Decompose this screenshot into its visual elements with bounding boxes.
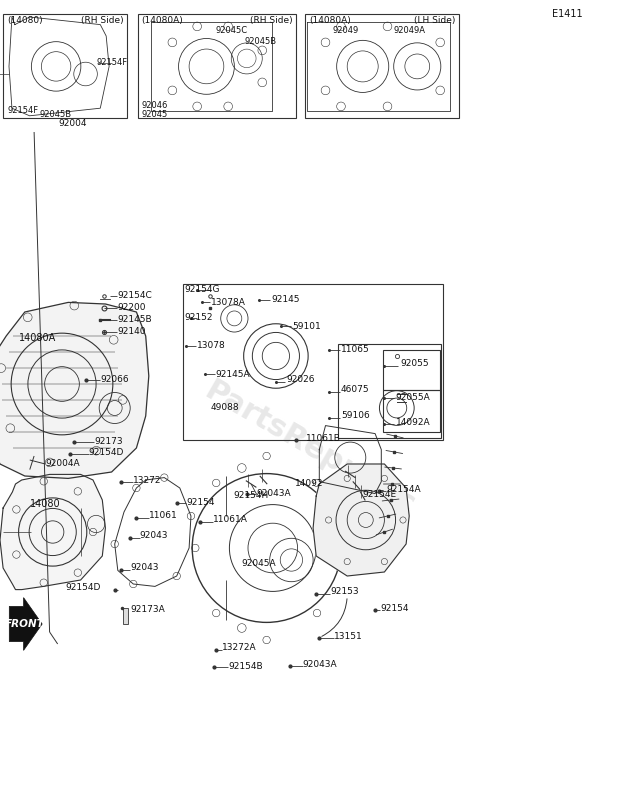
Text: 92152: 92152 — [185, 313, 213, 322]
Text: 14092A: 14092A — [396, 418, 430, 427]
Text: 92043A: 92043A — [256, 489, 291, 498]
Text: 92154: 92154 — [186, 498, 215, 507]
Text: 11061: 11061 — [149, 511, 177, 521]
Text: 92154D: 92154D — [89, 448, 124, 458]
Polygon shape — [313, 464, 409, 576]
Bar — [123, 608, 128, 624]
Text: 11065: 11065 — [341, 345, 370, 354]
Text: 92154F: 92154F — [96, 58, 127, 67]
Text: (14080A): (14080A) — [141, 15, 183, 25]
Text: 92045B: 92045B — [245, 37, 277, 46]
Text: 92145B: 92145B — [117, 314, 152, 324]
Text: 92154D: 92154D — [65, 583, 100, 593]
Text: 92154C: 92154C — [117, 290, 152, 300]
Text: 11061A: 11061A — [213, 515, 247, 525]
Text: 49088: 49088 — [211, 403, 239, 413]
Bar — [305, 14, 459, 118]
Text: 14092: 14092 — [294, 479, 323, 489]
Text: 13078: 13078 — [197, 341, 226, 350]
Text: 92049A: 92049A — [394, 26, 426, 35]
Text: 92004A: 92004A — [45, 459, 80, 469]
Text: 92049: 92049 — [332, 26, 358, 35]
Text: PartsRepublic: PartsRepublic — [200, 376, 420, 520]
Text: 92154E: 92154E — [363, 490, 397, 499]
Bar — [3, 14, 127, 118]
Text: 11061B: 11061B — [306, 434, 340, 443]
Text: 92154A: 92154A — [386, 485, 421, 494]
Text: 92154G: 92154G — [185, 285, 220, 294]
Text: 13078A: 13078A — [211, 298, 246, 307]
Text: (LH Side): (LH Side) — [414, 15, 455, 25]
Text: 92173: 92173 — [94, 437, 123, 446]
Text: E1411: E1411 — [552, 10, 583, 19]
Text: 92045: 92045 — [141, 110, 167, 119]
Bar — [383, 350, 440, 390]
Text: 92154F: 92154F — [7, 106, 38, 115]
Text: (RH Side): (RH Side) — [250, 15, 293, 25]
Text: 92173A: 92173A — [130, 605, 165, 614]
Text: 46075: 46075 — [341, 385, 370, 394]
Text: FRONT: FRONT — [5, 619, 45, 629]
Text: 92026: 92026 — [286, 375, 315, 385]
Text: 13151: 13151 — [334, 632, 362, 642]
Polygon shape — [9, 598, 42, 650]
Bar — [183, 284, 443, 440]
Text: 13272: 13272 — [133, 476, 162, 486]
Text: 14080A: 14080A — [19, 333, 56, 342]
Text: 92004: 92004 — [58, 119, 87, 129]
Text: 92066: 92066 — [100, 374, 129, 384]
Text: 14080: 14080 — [30, 499, 60, 509]
Text: 92154B: 92154B — [228, 662, 263, 671]
Text: (14080A): (14080A) — [309, 15, 350, 25]
Text: 92055: 92055 — [400, 359, 428, 369]
Text: 92046: 92046 — [141, 101, 168, 110]
Text: 92045B: 92045B — [40, 110, 72, 119]
Polygon shape — [0, 474, 105, 590]
Text: 92043: 92043 — [140, 531, 168, 541]
Bar — [338, 344, 441, 438]
Text: 92145A: 92145A — [216, 370, 250, 379]
Text: (14080): (14080) — [7, 15, 43, 25]
Bar — [383, 390, 440, 432]
Text: 59101: 59101 — [293, 322, 321, 331]
Text: 92153: 92153 — [330, 587, 359, 597]
Text: 92043A: 92043A — [303, 660, 337, 670]
Text: (RH Side): (RH Side) — [81, 15, 124, 25]
Text: 92154: 92154 — [380, 604, 409, 614]
Text: 13272A: 13272A — [222, 643, 257, 653]
Text: 92045C: 92045C — [216, 26, 248, 35]
Text: 59106: 59106 — [341, 411, 370, 421]
Polygon shape — [0, 302, 149, 478]
Text: 92055A: 92055A — [396, 393, 430, 402]
Text: 92045A: 92045A — [242, 559, 277, 569]
Bar — [138, 14, 296, 118]
Text: 92140: 92140 — [117, 326, 146, 336]
Text: 92145: 92145 — [272, 295, 300, 305]
Text: 92043: 92043 — [130, 563, 159, 573]
Text: 92154H: 92154H — [234, 491, 268, 501]
Text: 92200: 92200 — [117, 302, 146, 312]
